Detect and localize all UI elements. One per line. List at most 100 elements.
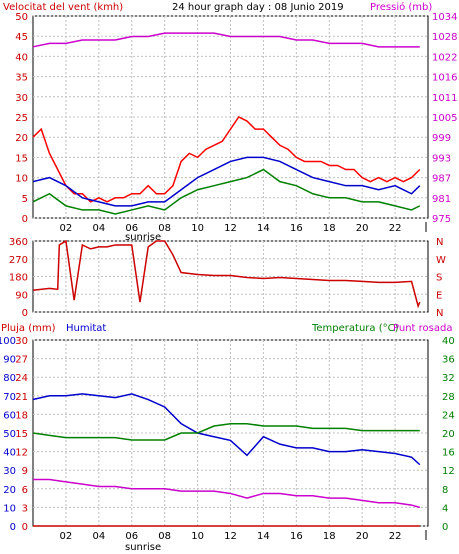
pressure-tick-label: 1016	[432, 73, 457, 84]
wind-tick-label: 50	[15, 12, 28, 23]
direction-tick-label: 90	[15, 290, 28, 301]
rain-tick-label: 15	[15, 429, 28, 440]
compass-tick-label: N	[436, 237, 443, 248]
humidity-tick-label: 10	[3, 503, 16, 514]
climate-series-line	[33, 478, 420, 509]
climate-series-line	[32, 422, 420, 441]
wind-x-tick-label: 20	[356, 223, 369, 234]
wind-tick-label: 5	[22, 194, 28, 205]
temperature-tick-label: 0	[442, 522, 448, 533]
temperature-axis-label: Temperatura (°C)	[311, 323, 399, 334]
climate-x-tick-label: 22	[389, 531, 402, 542]
humidity-tick-label: 90	[3, 355, 16, 366]
direction-tick-label: 0	[22, 308, 28, 319]
wind-x-tick-label: 06	[125, 223, 138, 234]
pressure-tick-label: 1005	[432, 113, 457, 124]
climate-x-tick-label: 18	[323, 531, 336, 542]
temperature-tick-label: 20	[442, 429, 455, 440]
pressure-tick-label: 975	[432, 214, 451, 225]
wind-tick-label: 40	[15, 52, 28, 63]
wind-tick-label: 0	[22, 214, 28, 225]
wind-x-tick-label: 08	[158, 223, 171, 234]
rain-tick-label: 9	[22, 466, 28, 477]
climate-x-tick-label: 04	[92, 531, 105, 542]
rain-tick-label: 21	[15, 392, 28, 403]
wind-tick-label: 15	[15, 153, 28, 164]
temperature-tick-label: 28	[442, 392, 455, 403]
wind-x-tick-label: 10	[191, 223, 204, 234]
wind-series-line	[32, 32, 420, 48]
compass-tick-label: E	[436, 290, 442, 301]
sunrise-label-bottom: sunrise	[125, 542, 161, 553]
wind-x-tick-label: 18	[323, 223, 336, 234]
temperature-tick-label: 40	[442, 336, 455, 347]
pressure-tick-label: 1028	[432, 32, 457, 43]
wind-series-line	[32, 168, 421, 215]
temperature-tick-label: 16	[442, 448, 455, 459]
rain-tick-label: 6	[22, 485, 28, 496]
climate-x-tick-label: 12	[224, 531, 237, 542]
climate-x-tick-label: 16	[290, 531, 303, 542]
temperature-tick-label: 8	[442, 485, 448, 496]
rain-tick-label: 12	[15, 448, 28, 459]
rain-tick-label: 3	[22, 503, 28, 514]
humidity-tick-label: 20	[3, 485, 16, 496]
climate-x-tick-label: 20	[356, 531, 369, 542]
temperature-tick-label: 12	[442, 466, 455, 477]
wind-x-tick-label: 14	[257, 223, 270, 234]
humidity-tick-label: 60	[3, 410, 16, 421]
wind-x-tick-label: 04	[92, 223, 105, 234]
humidity-tick-label: 50	[3, 429, 16, 440]
climate-x-tick-label: 10	[191, 531, 204, 542]
wind-x-tick-label: 16	[290, 223, 303, 234]
sunrise-label-top: sunrise	[125, 232, 161, 243]
wind-series-line	[32, 156, 421, 207]
humidity-tick-label: 70	[3, 392, 16, 403]
wind-speed-axis-label: Velocitat del vent (kmh)	[3, 2, 123, 13]
temperature-tick-label: 32	[442, 373, 455, 384]
humidity-tick-label: 30	[3, 466, 16, 477]
humidity-tick-label: 100	[0, 336, 16, 347]
wind-tick-label: 10	[15, 174, 28, 185]
wind-x-tick-label: 22	[389, 223, 402, 234]
climate-x-tick-label: 02	[60, 531, 73, 542]
compass-tick-label: W	[436, 255, 446, 266]
pressure-tick-label: 981	[432, 194, 451, 205]
humidity-tick-label: 40	[3, 448, 16, 459]
temperature-tick-label: 4	[442, 503, 448, 514]
direction-series-line	[32, 239, 421, 309]
wind-x-tick-label: 12	[224, 223, 237, 234]
temperature-tick-label: 24	[442, 410, 455, 421]
pressure-tick-label: 993	[432, 153, 451, 164]
climate-series-line	[32, 393, 421, 466]
compass-tick-label: S	[436, 273, 442, 284]
pressure-tick-label: 1022	[432, 52, 457, 63]
wind-tick-label: 25	[15, 113, 28, 124]
compass-tick-label: N	[436, 308, 443, 319]
rain-tick-label: 27	[15, 355, 28, 366]
humidity-tick-label: 0	[10, 522, 16, 533]
humidity-tick-label: 80	[3, 373, 16, 384]
pressure-axis-label: Pressió (mb)	[370, 1, 432, 13]
climate-x-tick-label: 14	[257, 531, 270, 542]
wind-tick-label: 45	[15, 32, 28, 43]
rain-tick-label: 30	[15, 336, 28, 347]
dewpoint-axis-label: Punt rosada	[393, 323, 452, 334]
rain-tick-label: 24	[15, 373, 28, 384]
pressure-tick-label: 1011	[432, 93, 457, 104]
chart-title: 24 hour graph day : 08 Junio 2019	[172, 2, 344, 13]
wind-tick-label: 30	[15, 93, 28, 104]
pressure-tick-label: 999	[432, 133, 451, 144]
climate-x-tick-label: 08	[158, 531, 171, 542]
rain-axis-label: Pluja (mm)	[1, 323, 56, 334]
rain-tick-label: 18	[15, 410, 28, 421]
wind-x-tick-label: 02	[60, 223, 73, 234]
pressure-tick-label: 1034	[432, 12, 457, 23]
wind-tick-label: 35	[15, 73, 28, 84]
temperature-tick-label: 36	[442, 355, 455, 366]
rain-tick-label: 0	[22, 522, 28, 533]
pressure-tick-label: 987	[432, 174, 451, 185]
direction-tick-label: 360	[9, 237, 28, 248]
